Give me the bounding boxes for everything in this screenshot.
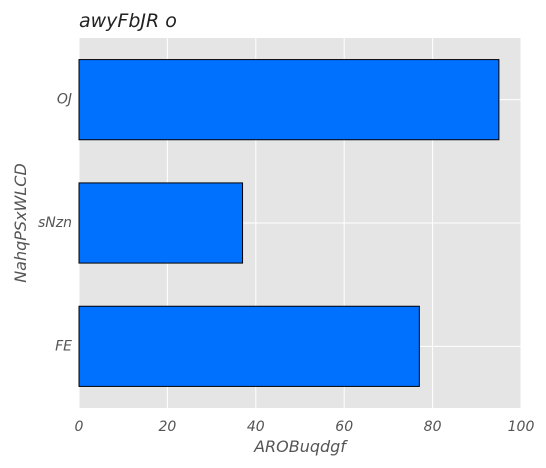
- y-tick-label: FE: [55, 338, 72, 354]
- y-tick-label: sNzn: [38, 215, 72, 231]
- y-tick-labels: OJ sNzn FE: [38, 92, 72, 355]
- x-tick-label: 40: [247, 419, 265, 435]
- bar-fe: [78, 305, 420, 387]
- y-tick-label: OJ: [57, 92, 72, 108]
- x-tick-label: 60: [335, 419, 353, 435]
- x-tick-label: 100: [508, 419, 535, 435]
- x-tick-label: 80: [424, 419, 442, 435]
- chart-title: awyFbJR o: [79, 10, 177, 32]
- x-axis-label: AROBuqdgf: [253, 437, 348, 456]
- bar-snzn: [78, 182, 244, 264]
- bars: [78, 59, 500, 387]
- x-tick-labels: 0 20 40 60 80 100: [75, 419, 535, 435]
- y-axis-label: NahqPSxWLCD: [11, 163, 30, 283]
- x-tick-label: 0: [75, 419, 84, 435]
- x-tick-label: 20: [158, 419, 176, 435]
- bar-oj: [78, 59, 500, 141]
